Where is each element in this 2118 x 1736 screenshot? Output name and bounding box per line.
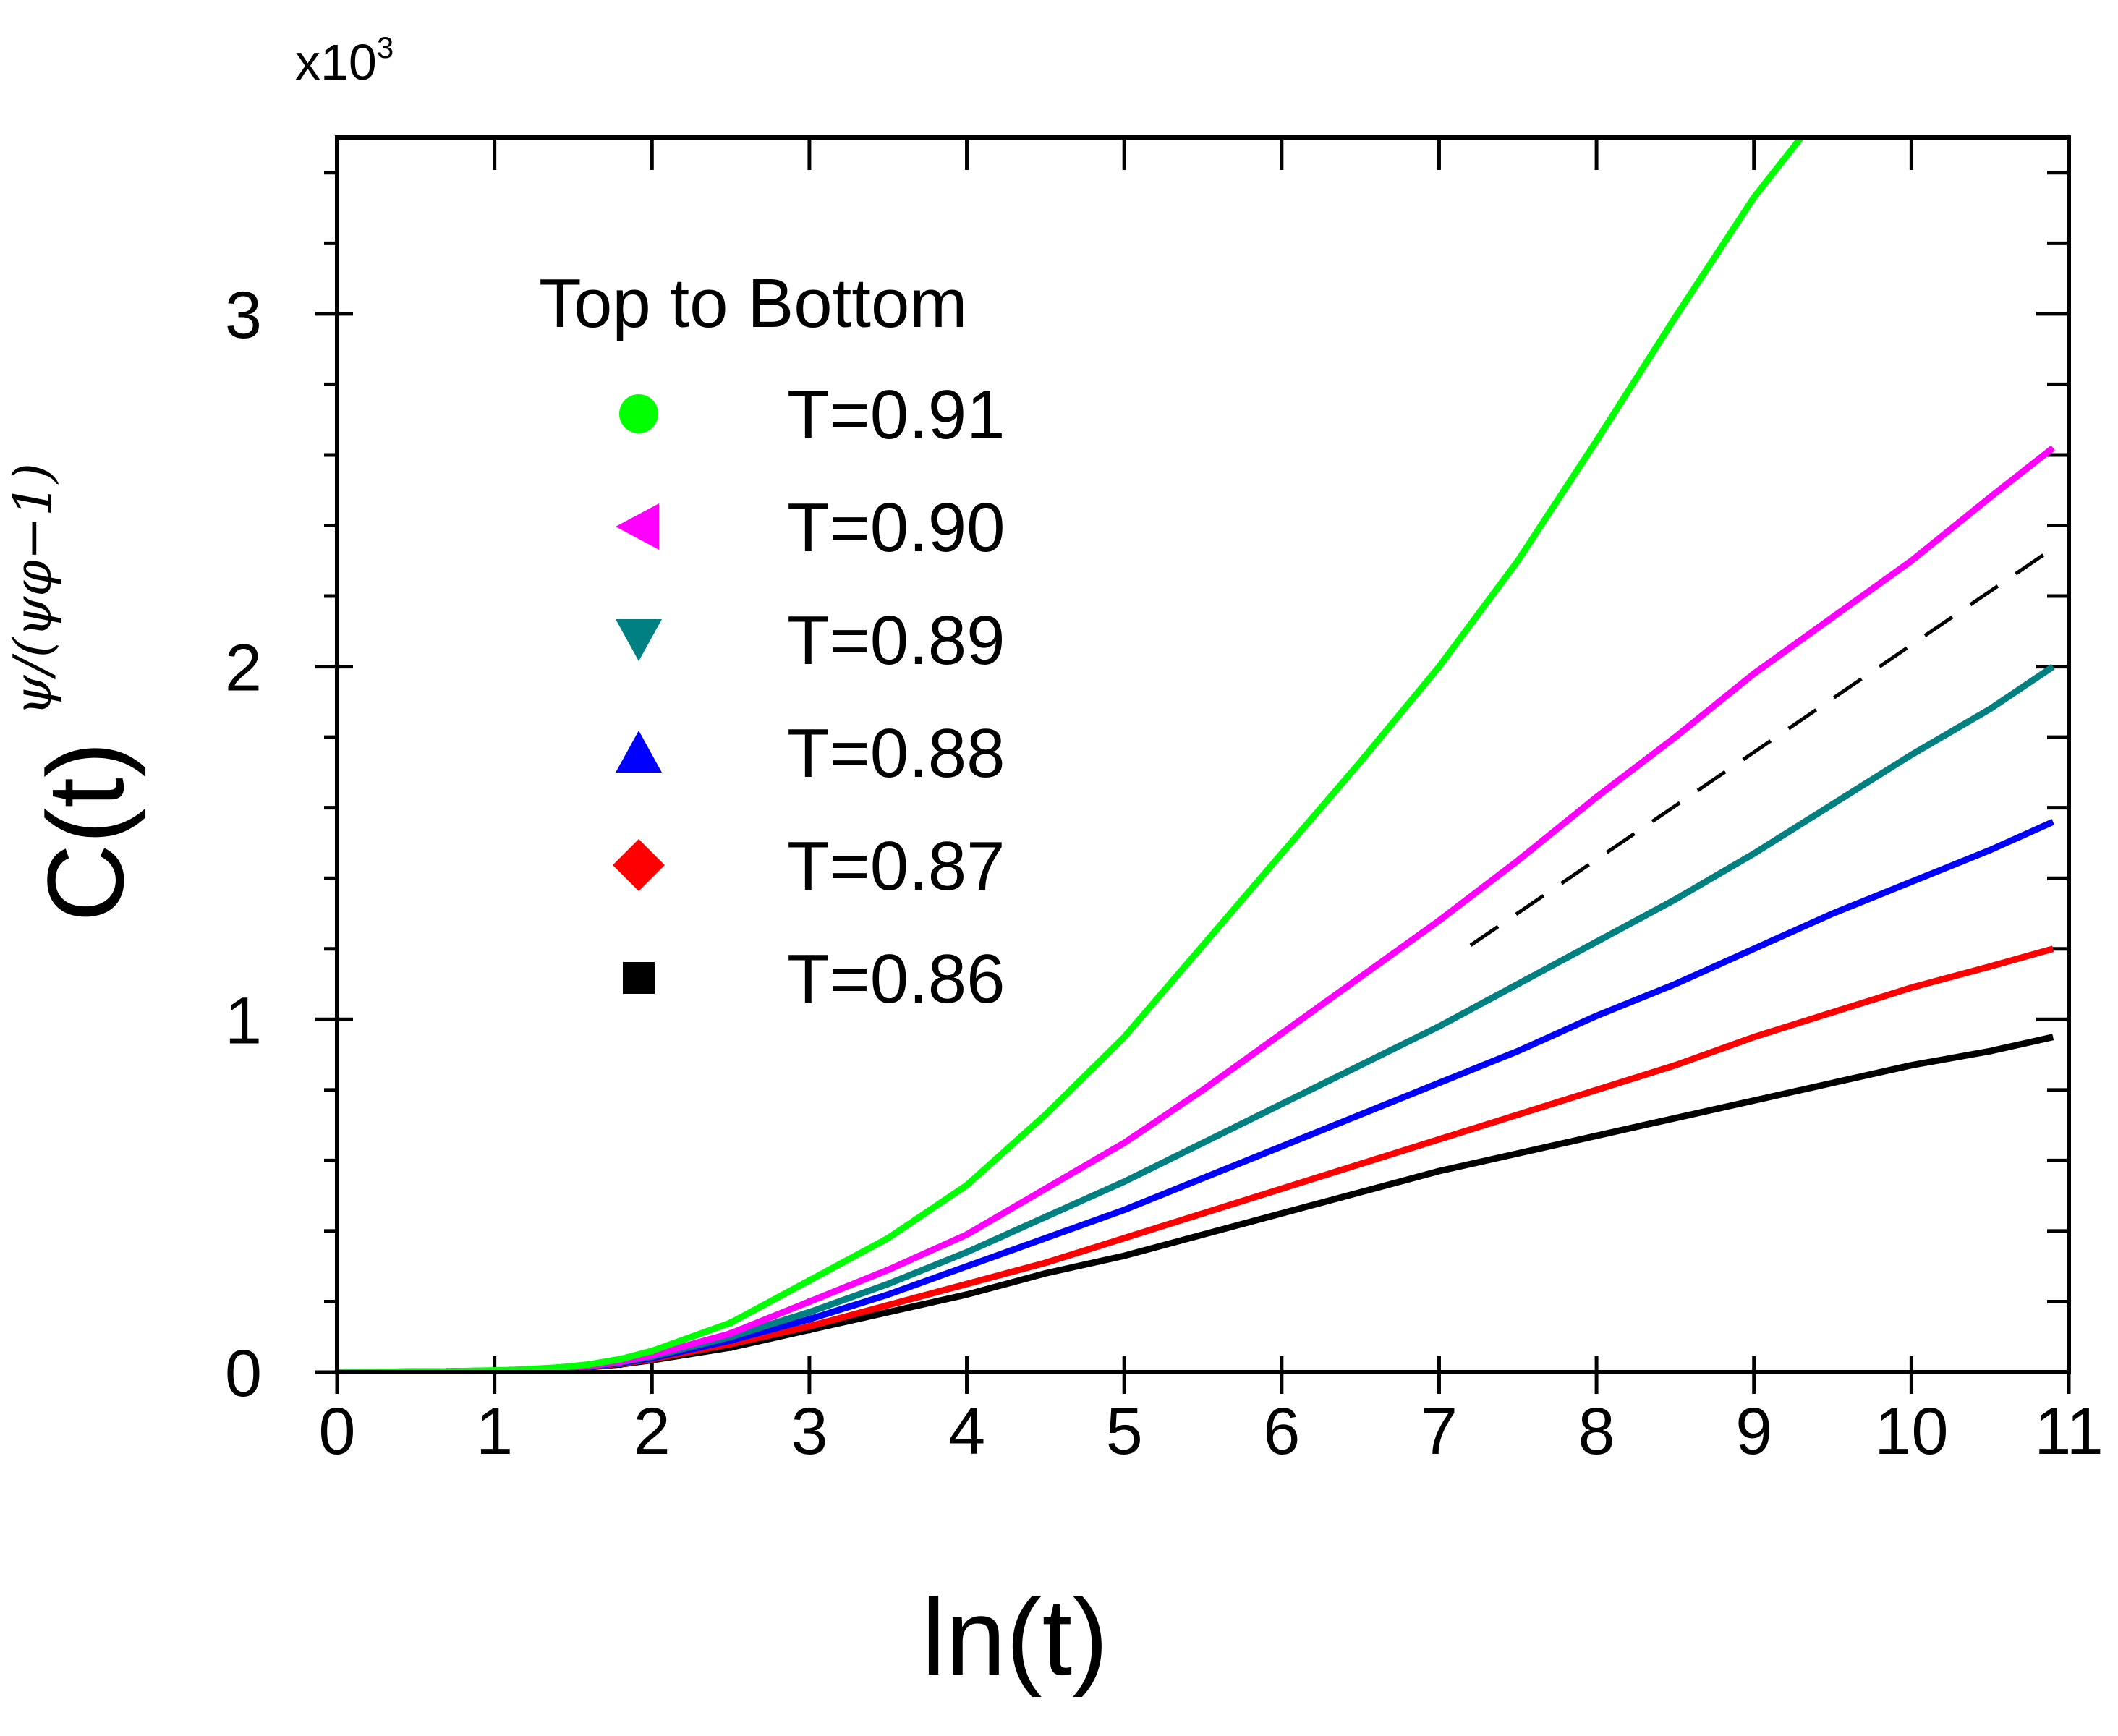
x-tick-label: 5 (1106, 1395, 1143, 1468)
legend-item: T=0.88 (616, 715, 1005, 792)
legend-marker (613, 839, 665, 891)
legend-marker (623, 962, 655, 994)
legend-label: T=0.88 (787, 715, 1005, 792)
y-multiplier: x103 (295, 30, 394, 90)
legend-item: T=0.89 (616, 602, 1005, 679)
legend-item: T=0.87 (613, 827, 1005, 905)
x-tick-label: 9 (1735, 1395, 1772, 1468)
legend-marker (616, 503, 659, 550)
series-layer (337, 137, 2055, 1372)
x-tick-label: 3 (791, 1395, 828, 1468)
y-tick-labels: 0 1 2 3 (225, 278, 262, 1410)
data-point (648, 1347, 656, 1355)
x-tick-label: 6 (1263, 1395, 1300, 1468)
y-axis-title-exponent: ψ/(ψφ−1) (2, 463, 63, 716)
series-line (337, 137, 1804, 1372)
legend-item: T=0.90 (616, 489, 1005, 566)
legend-item: T=0.86 (623, 940, 1005, 1018)
y-tick-label: 1 (225, 984, 262, 1058)
data-point (553, 1363, 561, 1371)
y-axis-title-base: C(t) (25, 741, 146, 922)
legend-label: T=0.87 (787, 827, 1005, 905)
y-tick-label: 3 (225, 278, 262, 352)
reference-dashed-line (1469, 552, 2046, 947)
data-point (805, 1309, 813, 1316)
x-tick-label: 2 (634, 1395, 671, 1468)
legend-marker (616, 619, 662, 661)
data-point (805, 1315, 813, 1323)
data-point (727, 1329, 735, 1337)
legend-label: T=0.91 (787, 376, 1005, 454)
x-axis-title: ln(t) (922, 1576, 1108, 1698)
legend-label: T=0.90 (787, 489, 1005, 566)
legend-item: T=0.91 (619, 376, 1005, 454)
series-line (337, 945, 2054, 1372)
data-point (805, 1298, 813, 1306)
x-tick-label: 4 (948, 1395, 985, 1468)
legend-title: Top to Bottom (539, 265, 967, 342)
x-tick-label: 0 (318, 1395, 355, 1468)
data-point (805, 1322, 813, 1330)
y-axis-title: C(t) ψ/(ψφ−1) (2, 463, 146, 922)
y-tick-label: 0 (225, 1337, 262, 1410)
x-tick-label: 1 (476, 1395, 513, 1468)
data-point (585, 1361, 593, 1369)
series-T=0.87 (337, 945, 2054, 1372)
series-T=0.86 (337, 1034, 2054, 1372)
plot-frame (335, 135, 2071, 1374)
y-tick-label: 2 (225, 631, 262, 705)
x-tick-label: 10 (1874, 1395, 1948, 1468)
x-tick-label: 11 (2034, 1395, 2104, 1468)
data-point (616, 1355, 624, 1363)
data-point (805, 1277, 813, 1285)
legend-label: T=0.86 (787, 940, 1005, 1018)
data-point (727, 1319, 735, 1327)
series-line (337, 1034, 2054, 1372)
legend-marker (619, 394, 658, 433)
x-tick-labels: 0 1 2 3 4 5 6 7 8 9 10 11 (318, 1395, 2103, 1468)
legend: T=0.91 T=0.90 T=0.89 T=0.88 T=0.87 T=0.86 (613, 376, 1005, 1018)
x-tick-label: 7 (1421, 1395, 1458, 1468)
x-tick-label: 8 (1578, 1395, 1615, 1468)
legend-marker (616, 731, 662, 773)
series-line (337, 663, 2055, 1372)
legend-label: T=0.89 (787, 602, 1005, 679)
